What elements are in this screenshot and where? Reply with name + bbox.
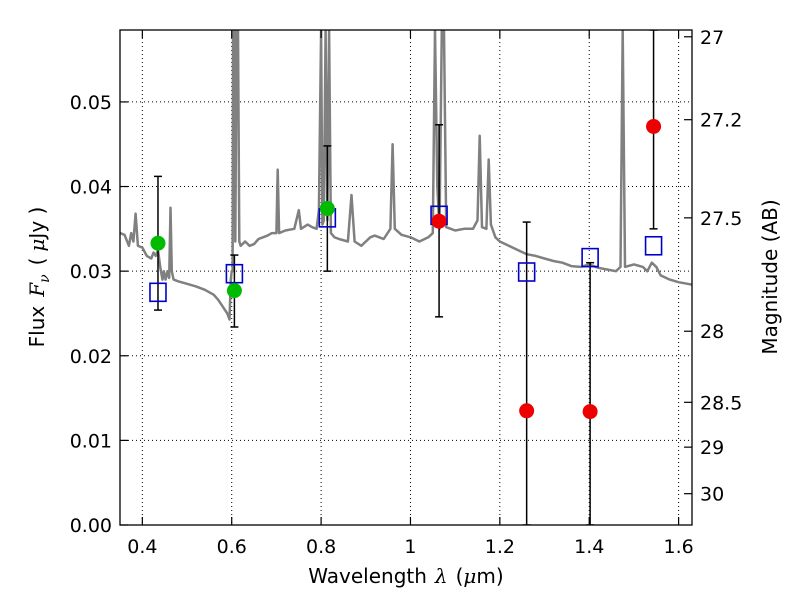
red-data-point [582, 404, 598, 420]
data-points [150, 118, 662, 420]
right-tick-label: 28 [700, 321, 724, 343]
x-tick-label: 0.6 [217, 536, 247, 558]
x-tick-label: 1.4 [574, 536, 604, 558]
model-square-marker [581, 247, 599, 268]
y-tick-label: 0.04 [70, 177, 112, 199]
spectrum-line [120, 30, 692, 321]
grid-lines [120, 30, 692, 525]
x-tick-label: 1.2 [485, 536, 515, 558]
model-square-marker [225, 263, 244, 284]
green-data-point [226, 283, 242, 299]
x-tick-label: 1.6 [663, 536, 693, 558]
y-tick-label: 0.01 [70, 430, 112, 452]
green-data-point [150, 235, 166, 251]
y-axis-label: FluxFν(μJy ) [25, 207, 53, 348]
right-axis-ticks: 27 27.2 27.5 28 28.5 29 30 [684, 27, 742, 506]
right-tick-label: 30 [700, 484, 724, 506]
y-axis-ticks: 0.00 0.01 0.02 0.03 0.04 0.05 [70, 92, 128, 537]
right-tick-label: 27 [700, 27, 724, 49]
right-tick-label: 27.5 [700, 208, 742, 230]
red-data-point [519, 403, 535, 419]
x-axis-ticks: 0.4 0.6 0.8 1 1.2 1.4 1.6 [127, 30, 694, 558]
model-square-marker [149, 282, 167, 303]
y-tick-label: 0.05 [70, 92, 112, 114]
right-tick-label: 27.2 [700, 110, 742, 132]
model-square-marker [644, 235, 663, 256]
red-data-point [646, 118, 662, 134]
red-data-point [431, 213, 447, 229]
y-tick-label: 0.00 [70, 515, 112, 537]
green-data-point [319, 201, 335, 217]
right-axis-label: Magnitude (AB) [758, 199, 782, 354]
x-tick-label: 0.4 [127, 536, 157, 558]
x-axis-label: Wavelength λ (μm) [308, 564, 503, 588]
model-square-marker [517, 262, 536, 282]
y-tick-label: 0.03 [70, 261, 112, 283]
x-tick-label: 0.8 [306, 536, 336, 558]
right-tick-label: 28.5 [700, 392, 742, 414]
plot-frame [119, 29, 693, 526]
x-tick-label: 1 [404, 536, 416, 558]
y-tick-label: 0.02 [70, 346, 112, 368]
right-tick-label: 29 [700, 437, 724, 459]
